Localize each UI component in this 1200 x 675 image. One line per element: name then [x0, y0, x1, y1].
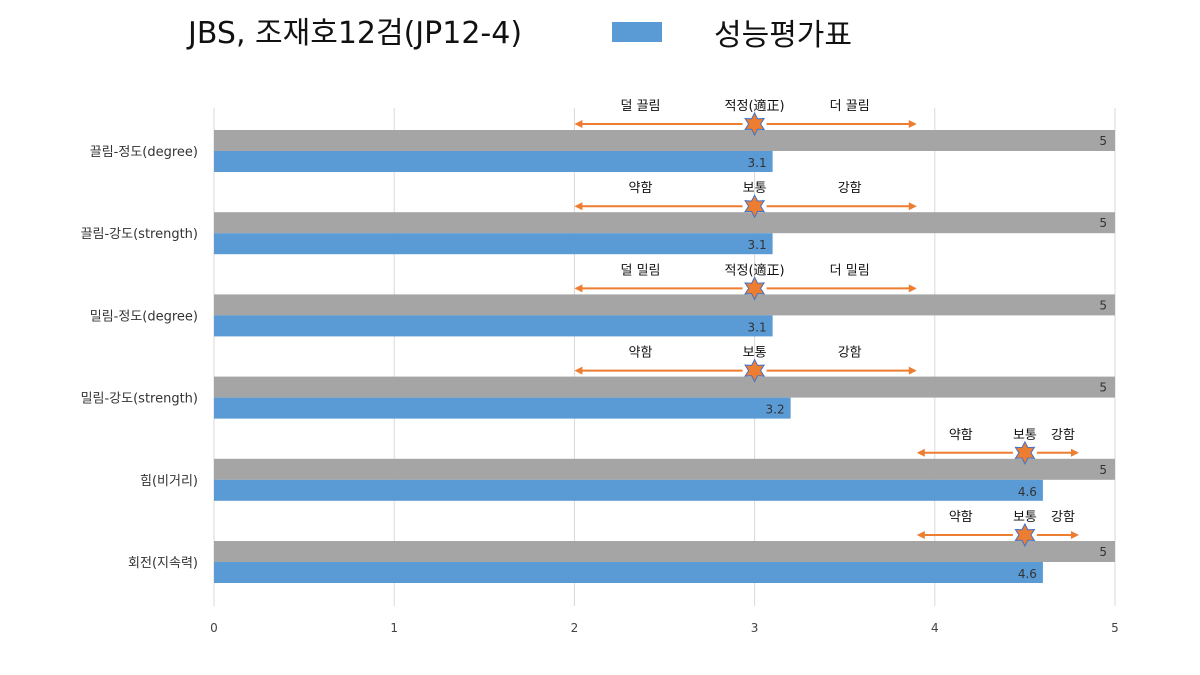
arrow-right-head-2 — [908, 284, 917, 293]
arrow-left-head-3 — [574, 366, 583, 375]
anno-center-5: 보통 — [1013, 510, 1037, 525]
legend-label: 성능평가표 — [714, 18, 852, 53]
arrow-left-head-0 — [574, 120, 583, 128]
gridlines — [213, 108, 1116, 606]
x-tick-label-2: 2 — [571, 621, 579, 635]
bar-value-5 — [214, 562, 1043, 583]
x-tick-label-4: 4 — [931, 621, 939, 635]
anno-left-4: 약함 — [949, 428, 973, 443]
anno-right-5: 강함 — [1051, 510, 1075, 525]
bar-max-2 — [214, 294, 1115, 316]
labels: 0 1 2 3 4 5 5 3.1 끌림-정도(degree) 5 3.1 끌림-강도(strengt… — [81, 134, 1119, 635]
category-label-1: 끌림-강도(strength) — [81, 227, 198, 242]
bar-value-label-2: 3.1 — [748, 320, 767, 334]
bar-max-label-2: 5 — [1099, 298, 1107, 312]
x-tick-label-1: 1 — [390, 621, 398, 635]
bar-value-label-0: 3.1 — [748, 156, 767, 170]
arrow-right-head-1 — [908, 202, 917, 211]
star-marker-3 — [744, 358, 766, 383]
anno-center-2: 적정(適正) — [725, 262, 785, 278]
anno-right-0: 더 끌림 — [830, 99, 870, 114]
bars — [214, 130, 1115, 583]
arrow-right-head-4 — [1070, 448, 1079, 457]
bar-max-1 — [214, 212, 1115, 234]
bar-max-label-1: 5 — [1099, 216, 1107, 230]
anno-center-0: 적정(適正) — [725, 98, 785, 114]
anno-center-1: 보통 — [743, 181, 767, 196]
star-marker-0 — [744, 111, 766, 137]
anno-right-4: 강함 — [1051, 428, 1075, 443]
bar-value-4 — [214, 479, 1043, 501]
anno-left-2: 덜 밀림 — [620, 263, 660, 278]
arrow-left-head-1 — [574, 202, 583, 211]
anno-left-5: 약함 — [949, 510, 973, 525]
chart-header: JBS, 조재호12검(JP12-4) 성능평가표 — [186, 16, 852, 53]
anno-right-1: 강함 — [838, 181, 862, 196]
bar-max-4 — [214, 458, 1115, 480]
category-label-4: 힘(비거리) — [140, 474, 198, 489]
arrow-left-head-4 — [916, 448, 925, 457]
arrow-left-head-2 — [574, 284, 583, 293]
anno-right-2: 더 밀림 — [830, 263, 870, 278]
star-marker-1 — [744, 194, 766, 219]
category-label-2: 밀림-정도(degree) — [90, 309, 198, 324]
bar-max-0 — [214, 130, 1115, 151]
anno-left-0: 덜 끌림 — [620, 99, 660, 114]
category-label-3: 밀림-강도(strength) — [81, 392, 198, 407]
category-label-5: 회전(지속력) — [128, 556, 198, 571]
anno-right-3: 강함 — [838, 346, 862, 361]
bar-max-label-5: 5 — [1099, 545, 1107, 559]
bar-value-2 — [214, 315, 773, 337]
x-tick-label-0: 0 — [210, 621, 218, 635]
arrow-left-head-5 — [916, 531, 925, 539]
chart-title: JBS, 조재호12검(JP12-4) — [186, 16, 522, 51]
anno-left-1: 약함 — [629, 181, 653, 196]
anno-left-3: 약함 — [629, 346, 653, 361]
bar-value-label-1: 3.1 — [748, 238, 767, 252]
arrow-right-head-3 — [908, 366, 917, 375]
category-label-0: 끌림-정도(degree) — [90, 145, 198, 160]
legend-swatch — [612, 22, 662, 42]
star-marker-5 — [1014, 522, 1036, 548]
x-tick-label-3: 3 — [751, 621, 759, 635]
bar-value-3 — [214, 397, 791, 419]
bar-max-label-4: 5 — [1099, 463, 1107, 477]
bar-value-label-4: 4.6 — [1018, 485, 1037, 499]
star-marker-2 — [744, 276, 766, 301]
x-tick-label-5: 5 — [1111, 621, 1119, 635]
bar-value-label-3: 3.2 — [766, 403, 785, 417]
bar-max-label-0: 5 — [1099, 134, 1107, 148]
arrow-right-head-5 — [1070, 531, 1079, 539]
bar-value-1 — [214, 233, 773, 255]
star-marker-4 — [1014, 440, 1036, 465]
bar-max-label-3: 5 — [1099, 381, 1107, 395]
bar-value-0 — [214, 151, 773, 172]
anno-center-4: 보통 — [1013, 428, 1037, 443]
bar-value-label-5: 4.6 — [1018, 567, 1037, 581]
anno-center-3: 보통 — [743, 346, 767, 361]
bar-max-5 — [214, 541, 1115, 562]
bar-max-3 — [214, 376, 1115, 398]
arrow-right-head-0 — [908, 120, 917, 128]
